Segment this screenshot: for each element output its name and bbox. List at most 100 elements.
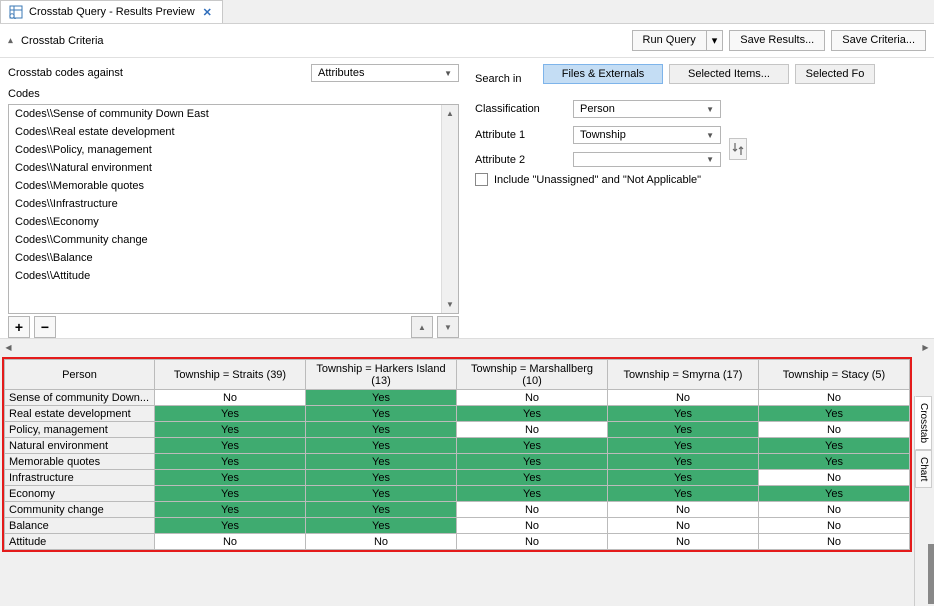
column-header[interactable]: Township = Marshallberg (10) xyxy=(457,360,608,390)
scroll-left-icon[interactable]: ◀ xyxy=(0,339,17,356)
codes-scrollbar[interactable]: ▲ ▼ xyxy=(441,105,458,313)
result-cell[interactable]: Yes xyxy=(155,406,306,422)
result-cell[interactable]: Yes xyxy=(306,390,457,406)
result-cell[interactable]: Yes xyxy=(155,438,306,454)
result-cell[interactable]: No xyxy=(759,502,910,518)
move-up-button[interactable]: ▲ xyxy=(411,316,433,338)
remove-code-button[interactable]: − xyxy=(34,316,56,338)
attribute1-select[interactable]: Township ▼ xyxy=(573,126,721,144)
result-cell[interactable]: Yes xyxy=(608,406,759,422)
result-cell[interactable]: Yes xyxy=(306,502,457,518)
swap-attributes-button[interactable] xyxy=(729,138,747,160)
result-cell[interactable]: Yes xyxy=(759,454,910,470)
result-cell[interactable]: Yes xyxy=(306,518,457,534)
row-label[interactable]: Infrastructure xyxy=(5,470,155,486)
result-cell[interactable]: No xyxy=(457,502,608,518)
result-cell[interactable]: Yes xyxy=(759,486,910,502)
include-unassigned-checkbox[interactable] xyxy=(475,173,488,186)
result-cell[interactable]: No xyxy=(608,390,759,406)
result-cell[interactable]: No xyxy=(759,422,910,438)
result-cell[interactable]: Yes xyxy=(608,470,759,486)
side-tab-crosstab[interactable]: Crosstab xyxy=(915,396,932,450)
column-header[interactable]: Township = Harkers Island (13) xyxy=(306,360,457,390)
result-cell[interactable]: No xyxy=(608,518,759,534)
result-cell[interactable]: Yes xyxy=(155,486,306,502)
code-item[interactable]: Codes\\Memorable quotes xyxy=(9,177,458,195)
result-cell[interactable]: Yes xyxy=(457,406,608,422)
add-code-button[interactable]: + xyxy=(8,316,30,338)
code-item[interactable]: Codes\\Economy xyxy=(9,213,458,231)
document-tab[interactable]: Crosstab Query - Results Preview ✕ xyxy=(0,0,223,23)
selected-folders-button[interactable]: Selected Fo xyxy=(795,64,875,84)
row-label[interactable]: Memorable quotes xyxy=(5,454,155,470)
result-cell[interactable]: No xyxy=(457,390,608,406)
result-cell[interactable]: No xyxy=(608,502,759,518)
column-header[interactable]: Township = Smyrna (17) xyxy=(608,360,759,390)
result-cell[interactable]: Yes xyxy=(457,438,608,454)
column-header[interactable]: Township = Straits (39) xyxy=(155,360,306,390)
result-cell[interactable]: Yes xyxy=(306,470,457,486)
code-item[interactable]: Codes\\Infrastructure xyxy=(9,195,458,213)
tab-close-icon[interactable]: ✕ xyxy=(201,6,214,19)
side-tab-chart[interactable]: Chart xyxy=(915,450,932,488)
row-label[interactable]: Attitude xyxy=(5,534,155,550)
result-cell[interactable]: Yes xyxy=(306,406,457,422)
save-criteria-button[interactable]: Save Criteria... xyxy=(831,30,926,51)
attribute2-select[interactable]: ▼ xyxy=(573,152,721,167)
result-cell[interactable]: Yes xyxy=(306,454,457,470)
result-cell[interactable]: Yes xyxy=(155,470,306,486)
result-cell[interactable]: Yes xyxy=(457,454,608,470)
attributes-select[interactable]: Attributes ▼ xyxy=(311,64,459,82)
code-item[interactable]: Codes\\Balance xyxy=(9,249,458,267)
result-cell[interactable]: Yes xyxy=(306,422,457,438)
result-cell[interactable]: No xyxy=(155,534,306,550)
row-label[interactable]: Natural environment xyxy=(5,438,155,454)
result-cell[interactable]: No xyxy=(759,518,910,534)
codes-list[interactable]: Codes\\Sense of community Down EastCodes… xyxy=(8,104,459,314)
result-cell[interactable]: No xyxy=(759,390,910,406)
result-cell[interactable]: Yes xyxy=(608,438,759,454)
row-label[interactable]: Economy xyxy=(5,486,155,502)
code-item[interactable]: Codes\\Attitude xyxy=(9,267,458,285)
classification-select[interactable]: Person ▼ xyxy=(573,100,721,118)
result-cell[interactable]: Yes xyxy=(457,470,608,486)
row-label[interactable]: Community change xyxy=(5,502,155,518)
save-results-button[interactable]: Save Results... xyxy=(729,30,825,51)
result-cell[interactable]: Yes xyxy=(155,502,306,518)
result-cell[interactable]: Yes xyxy=(155,422,306,438)
column-header[interactable]: Township = Stacy (5) xyxy=(759,360,910,390)
scroll-down-icon[interactable]: ▼ xyxy=(442,296,458,313)
result-cell[interactable]: Yes xyxy=(155,454,306,470)
side-scrollbar-thumb[interactable] xyxy=(928,544,934,604)
result-cell[interactable]: No xyxy=(457,534,608,550)
code-item[interactable]: Codes\\Sense of community Down East xyxy=(9,105,458,123)
result-cell[interactable]: Yes xyxy=(608,422,759,438)
result-cell[interactable]: Yes xyxy=(608,454,759,470)
result-cell[interactable]: No xyxy=(457,422,608,438)
selected-items-button[interactable]: Selected Items... xyxy=(669,64,789,84)
row-label[interactable]: Balance xyxy=(5,518,155,534)
move-down-button[interactable]: ▼ xyxy=(437,316,459,338)
result-cell[interactable]: Yes xyxy=(608,486,759,502)
result-cell[interactable]: No xyxy=(759,470,910,486)
row-label[interactable]: Sense of community Down... xyxy=(5,390,155,406)
result-cell[interactable]: Yes xyxy=(759,438,910,454)
collapse-icon[interactable]: ▾ xyxy=(8,35,13,46)
result-cell[interactable]: Yes xyxy=(457,486,608,502)
files-externals-button[interactable]: Files & Externals xyxy=(543,64,663,84)
result-cell[interactable]: No xyxy=(457,518,608,534)
run-query-button[interactable]: Run Query xyxy=(632,30,706,51)
code-item[interactable]: Codes\\Policy, management xyxy=(9,141,458,159)
result-cell[interactable]: No xyxy=(306,534,457,550)
code-item[interactable]: Codes\\Real estate development xyxy=(9,123,458,141)
run-query-dropdown[interactable]: ▾ xyxy=(706,30,724,51)
scroll-up-icon[interactable]: ▲ xyxy=(442,105,458,122)
row-header-column[interactable]: Person xyxy=(5,360,155,390)
result-cell[interactable]: No xyxy=(608,534,759,550)
horizontal-scrollbar[interactable]: ◀ ▶ xyxy=(0,338,934,355)
code-item[interactable]: Codes\\Natural environment xyxy=(9,159,458,177)
result-cell[interactable]: Yes xyxy=(306,438,457,454)
result-cell[interactable]: No xyxy=(155,390,306,406)
result-cell[interactable]: Yes xyxy=(759,406,910,422)
row-label[interactable]: Policy, management xyxy=(5,422,155,438)
